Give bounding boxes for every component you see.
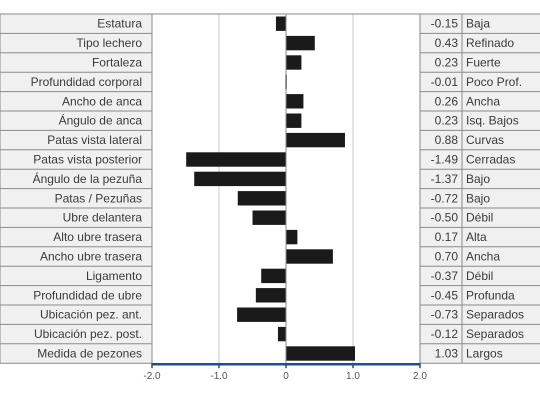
descriptor-label: Profunda xyxy=(466,288,515,302)
category-label: Ángulo de anca xyxy=(59,113,143,128)
value-label: -1.49 xyxy=(431,153,459,167)
bar xyxy=(252,210,286,225)
bar xyxy=(255,288,286,303)
category-label: Ubre delantera xyxy=(63,211,143,225)
bar xyxy=(275,16,286,31)
value-label: -1.37 xyxy=(431,172,459,186)
descriptor-label: Alta xyxy=(466,230,487,244)
category-label: Profundidad corporal xyxy=(31,75,142,89)
bar xyxy=(286,113,302,128)
descriptor-label: Bajo xyxy=(466,172,490,186)
category-label: Alto ubre trasera xyxy=(53,230,142,244)
value-label: 0.23 xyxy=(435,114,459,128)
descriptor-label: Separados xyxy=(466,327,524,341)
bar xyxy=(286,35,315,51)
bar xyxy=(237,191,286,206)
descriptor-label: Refinado xyxy=(466,36,514,50)
bar xyxy=(286,55,302,70)
descriptor-label: Largos xyxy=(466,347,503,361)
bar xyxy=(186,152,286,167)
descriptor-label: Débil xyxy=(466,269,493,283)
value-label: -0.15 xyxy=(431,17,459,31)
descriptor-label: Cerradas xyxy=(466,153,515,167)
category-label: Patas / Pezuñas xyxy=(55,191,142,205)
category-label: Patas vista lateral xyxy=(47,133,142,147)
category-label: Estatura xyxy=(97,17,142,31)
value-label: -0.72 xyxy=(431,191,459,205)
bar xyxy=(286,346,356,361)
category-label: Ancho ubre trasera xyxy=(40,250,142,264)
category-label: Tipo lechero xyxy=(76,36,142,50)
x-tick-label: 2.0 xyxy=(413,371,427,382)
category-label: Ubicación pez. ant. xyxy=(40,308,142,322)
value-label: 0.23 xyxy=(435,56,459,70)
value-label: -0.45 xyxy=(431,288,459,302)
bar xyxy=(277,326,286,342)
value-label: 0.88 xyxy=(435,133,459,147)
descriptor-label: Débil xyxy=(466,211,493,225)
descriptor-label: Baja xyxy=(466,17,490,31)
x-tick-label: 0 xyxy=(283,371,289,382)
descriptor-label: Ancha xyxy=(466,94,500,108)
value-label: -0.73 xyxy=(431,308,459,322)
bar xyxy=(286,249,333,264)
value-label: -0.01 xyxy=(431,75,459,89)
descriptor-label: Curvas xyxy=(466,133,504,147)
descriptor-label: Ancha xyxy=(466,250,500,264)
bar xyxy=(237,307,286,322)
bar xyxy=(286,94,304,109)
descriptor-label: Poco Prof. xyxy=(466,75,522,89)
category-label: Medida de pezones xyxy=(37,347,142,361)
category-label: Ubicación pez. post. xyxy=(34,327,142,341)
category-label: Ángulo de la pezuña xyxy=(33,171,143,186)
descriptor-label: Bajo xyxy=(466,191,490,205)
descriptor-label: Fuerte xyxy=(466,56,501,70)
bar xyxy=(286,229,298,245)
category-label: Profundidad de ubre xyxy=(33,288,142,302)
value-label: -0.37 xyxy=(431,269,459,283)
value-label: -0.12 xyxy=(431,327,459,341)
category-label: Patas vista posterior xyxy=(33,153,142,167)
value-label: 0.26 xyxy=(435,94,459,108)
bar xyxy=(286,132,345,148)
category-label: Ligamento xyxy=(86,269,142,283)
bar xyxy=(194,171,286,187)
x-tick-label: -2.0 xyxy=(143,371,161,382)
x-tick-label: 1.0 xyxy=(346,371,360,382)
descriptor-label: Isq. Bajos xyxy=(466,114,519,128)
category-label: Ancho de anca xyxy=(62,94,142,108)
x-tick-label: -1.0 xyxy=(210,371,228,382)
descriptor-label: Separados xyxy=(466,308,524,322)
bar xyxy=(261,268,286,284)
value-label: 1.03 xyxy=(435,347,459,361)
value-label: 0.70 xyxy=(435,250,459,264)
category-label: Fortaleza xyxy=(92,56,142,70)
value-label: 0.43 xyxy=(435,36,459,50)
value-label: 0.17 xyxy=(435,230,459,244)
value-label: -0.50 xyxy=(431,211,459,225)
